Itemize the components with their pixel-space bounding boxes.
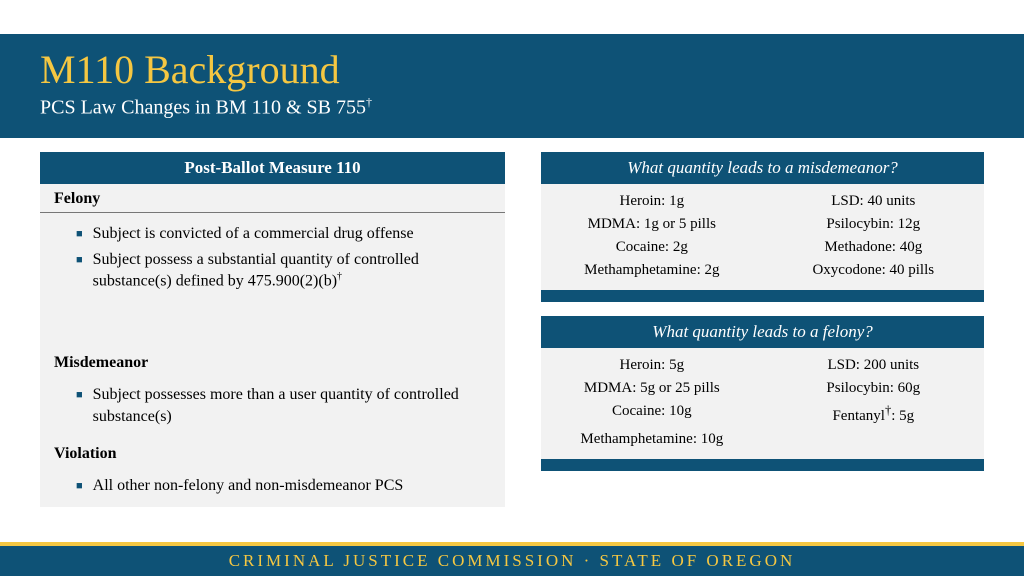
quantity-cell: Psilocybin: 12g bbox=[763, 216, 984, 233]
quantity-panel: What quantity leads to a misdemeanor?Her… bbox=[541, 152, 984, 302]
content-area: Post-Ballot Measure 110 Felony ■ Subject i… bbox=[40, 152, 984, 507]
bullet-text: Subject possess a substantial quantity o… bbox=[93, 249, 491, 293]
quantity-row: Methamphetamine: 10g bbox=[541, 428, 984, 451]
bullet-text: Subject is convicted of a commercial dru… bbox=[93, 223, 414, 245]
quantity-cell: Methamphetamine: 10g bbox=[541, 431, 762, 448]
quantity-cell bbox=[763, 431, 984, 448]
quantity-cell: Methamphetamine: 2g bbox=[541, 262, 762, 279]
quantity-cell: LSD: 200 units bbox=[763, 357, 984, 374]
quantity-cell: Oxycodone: 40 pills bbox=[763, 262, 984, 279]
section-label: Misdemeanor bbox=[40, 346, 505, 374]
quantity-row: MDMA: 1g or 5 pillsPsilocybin: 12g bbox=[541, 213, 984, 236]
quantity-row: Heroin: 5gLSD: 200 units bbox=[541, 354, 984, 377]
quantity-panel-header: What quantity leads to a misdemeanor? bbox=[541, 152, 984, 184]
quantity-cell: Psilocybin: 60g bbox=[763, 380, 984, 397]
quantity-panel-footer bbox=[541, 459, 984, 471]
quantity-panel-body: Heroin: 5gLSD: 200 unitsMDMA: 5g or 25 p… bbox=[541, 348, 984, 459]
quantity-panel-body: Heroin: 1gLSD: 40 unitsMDMA: 1g or 5 pil… bbox=[541, 184, 984, 290]
quantity-cell: Cocaine: 2g bbox=[541, 239, 762, 256]
header-band: M110 Background PCS Law Changes in BM 11… bbox=[0, 34, 1024, 138]
quantity-row: MDMA: 5g or 25 pillsPsilocybin: 60g bbox=[541, 377, 984, 400]
page-subtitle: PCS Law Changes in BM 110 & SB 755† bbox=[40, 95, 984, 120]
bullet-item: ■ All other non-felony and non-misdemeano… bbox=[54, 473, 491, 499]
quantity-cell: Heroin: 5g bbox=[541, 357, 762, 374]
spacer bbox=[40, 302, 505, 346]
quantity-cell: MDMA: 1g or 5 pills bbox=[541, 216, 762, 233]
quantity-panel-footer bbox=[541, 290, 984, 302]
bullet-icon: ■ bbox=[76, 388, 83, 403]
left-panel-body: Felony ■ Subject is convicted of a commerc… bbox=[40, 184, 505, 507]
bullet-icon: ■ bbox=[76, 479, 83, 494]
quantity-panel: What quantity leads to a felony?Heroin: … bbox=[541, 316, 984, 471]
bullet-text: Subject possesses more than a user quant… bbox=[93, 384, 491, 427]
right-column: What quantity leads to a misdemeanor?Her… bbox=[541, 152, 984, 507]
quantity-cell: LSD: 40 units bbox=[763, 193, 984, 210]
bullet-list: ■ All other non-felony and non-misdemeano… bbox=[40, 465, 505, 507]
quantity-cell: Cocaine: 10g bbox=[541, 403, 762, 425]
quantity-row: Cocaine: 2gMethadone: 40g bbox=[541, 236, 984, 259]
bullet-list: ■ Subject possesses more than a user quan… bbox=[40, 374, 505, 437]
quantity-cell: MDMA: 5g or 25 pills bbox=[541, 380, 762, 397]
bullet-item: ■ Subject possess a substantial quantity … bbox=[54, 247, 491, 295]
bullet-icon: ■ bbox=[76, 253, 83, 268]
quantity-row: Cocaine: 10gFentanyl†: 5g bbox=[541, 400, 984, 428]
page-title: M110 Background bbox=[40, 46, 984, 93]
left-panel-header: Post-Ballot Measure 110 bbox=[40, 152, 505, 184]
quantity-cell: Methadone: 40g bbox=[763, 239, 984, 256]
quantity-row: Methamphetamine: 2gOxycodone: 40 pills bbox=[541, 259, 984, 282]
bullet-text: All other non-felony and non-misdemeanor… bbox=[93, 475, 404, 497]
footer-text: CRIMINAL JUSTICE COMMISSION · STATE OF O… bbox=[229, 551, 796, 571]
bullet-item: ■ Subject possesses more than a user quan… bbox=[54, 382, 491, 429]
quantity-cell: Fentanyl†: 5g bbox=[763, 403, 984, 425]
bullet-icon: ■ bbox=[76, 227, 83, 242]
section-label: Felony bbox=[40, 184, 505, 213]
section-label: Violation bbox=[40, 437, 505, 465]
left-panel: Post-Ballot Measure 110 Felony ■ Subject i… bbox=[40, 152, 505, 507]
bullet-item: ■ Subject is convicted of a commercial dr… bbox=[54, 221, 491, 247]
bullet-list: ■ Subject is convicted of a commercial dr… bbox=[40, 213, 505, 302]
quantity-cell: Heroin: 1g bbox=[541, 193, 762, 210]
quantity-row: Heroin: 1gLSD: 40 units bbox=[541, 190, 984, 213]
footer-band: CRIMINAL JUSTICE COMMISSION · STATE OF O… bbox=[0, 542, 1024, 576]
quantity-panel-header: What quantity leads to a felony? bbox=[541, 316, 984, 348]
